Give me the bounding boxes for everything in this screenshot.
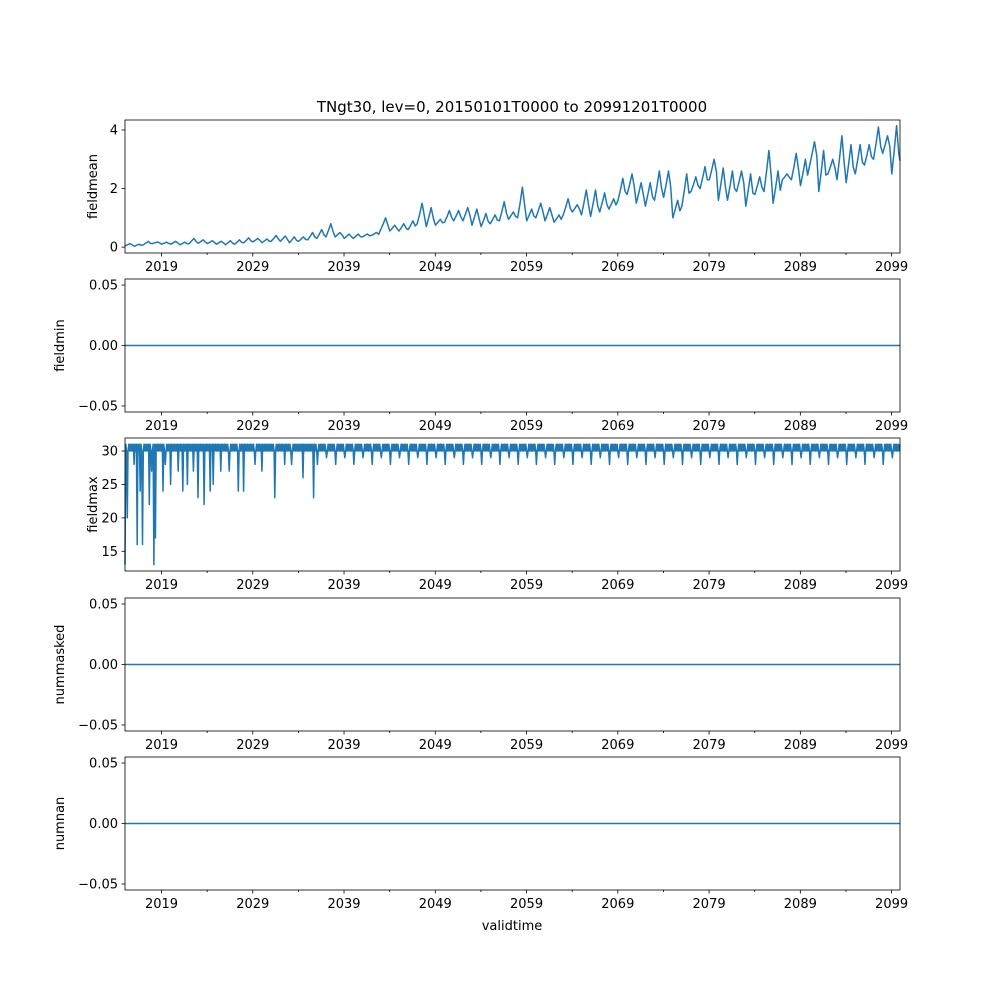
- y-axis-label: fieldmin: [53, 319, 68, 372]
- y-tick-label: 20: [101, 511, 118, 526]
- x-tick-label: 2029: [236, 738, 269, 753]
- y-tick-label: −0.05: [78, 399, 118, 414]
- y-tick-label: 0: [110, 241, 118, 256]
- chart-title: TNgt30, lev=0, 20150101T0000 to 20991201…: [316, 98, 707, 116]
- x-tick-label: 2079: [693, 897, 726, 912]
- x-tick-label: 2069: [601, 738, 634, 753]
- x-tick-label: 2099: [875, 897, 908, 912]
- x-tick-label: 2049: [419, 738, 452, 753]
- y-tick-label: 0.00: [89, 339, 118, 354]
- x-tick-label: 2049: [419, 260, 452, 275]
- x-tick-label: 2039: [327, 578, 360, 593]
- x-tick-label: 2049: [419, 897, 452, 912]
- x-tick-label: 2069: [601, 419, 634, 434]
- x-axis-label: validtime: [482, 919, 543, 934]
- y-axis-label: fieldmax: [86, 476, 101, 533]
- x-tick-label: 2019: [145, 419, 178, 434]
- x-tick-label: 2089: [784, 419, 817, 434]
- y-tick-label: 0.00: [89, 817, 118, 832]
- x-tick-label: 2089: [784, 260, 817, 275]
- x-tick-label: 2099: [875, 419, 908, 434]
- x-tick-label: 2029: [236, 260, 269, 275]
- x-tick-label: 2059: [510, 260, 543, 275]
- x-tick-label: 2049: [419, 578, 452, 593]
- subplot-numnan: 0.05 0.00 −0.05 numnan 2019 2029 2039 2049 2059 2…: [53, 757, 908, 912]
- x-tick-label: 2089: [784, 738, 817, 753]
- x-tick-label: 2079: [693, 578, 726, 593]
- x-tick-label: 2049: [419, 419, 452, 434]
- y-tick-label: 4: [110, 123, 118, 138]
- x-tick-label: 2069: [601, 897, 634, 912]
- axes-frame: [124, 119, 901, 254]
- subplot-fieldmin: 0.05 0.00 −0.05 fieldmin 2019 2029 2039 2049 205…: [53, 279, 908, 434]
- x-tick-label: 2059: [510, 578, 543, 593]
- x-tick-label: 2099: [875, 738, 908, 753]
- x-tick-label: 2099: [875, 260, 908, 275]
- axes-frame: [124, 437, 901, 572]
- y-tick-label: 2: [110, 182, 118, 197]
- y-tick-label: 0.00: [89, 658, 118, 673]
- x-tick-label: 2019: [145, 578, 178, 593]
- y-tick-label: −0.05: [78, 877, 118, 892]
- data-line-fieldmean: [124, 124, 901, 248]
- x-tick-label: 2019: [145, 738, 178, 753]
- x-tick-label: 2019: [145, 260, 178, 275]
- y-tick-label: 0.05: [89, 757, 118, 772]
- x-tick-label: 2089: [784, 578, 817, 593]
- x-tick-label: 2079: [693, 738, 726, 753]
- subplot-nummasked: 0.05 0.00 −0.05 nummasked 2019 2029 2039 2049 20…: [53, 598, 908, 753]
- subplot-fieldmean: 0 2 4 fieldmean 2019 2029 2039 2049 2059 2069 2079…: [86, 119, 908, 275]
- data-line-fieldmax: [124, 443, 901, 566]
- x-tick-label: 2099: [875, 578, 908, 593]
- y-axis-label: nummasked: [53, 625, 68, 705]
- x-tick-label: 2069: [601, 260, 634, 275]
- x-tick-label: 2089: [784, 897, 817, 912]
- x-tick-label: 2079: [693, 419, 726, 434]
- x-tick-label: 2029: [236, 578, 269, 593]
- x-tick-label: 2029: [236, 897, 269, 912]
- x-tick-label: 2039: [327, 260, 360, 275]
- y-tick-label: 15: [101, 545, 118, 560]
- x-tick-label: 2079: [693, 260, 726, 275]
- x-tick-label: 2019: [145, 897, 178, 912]
- x-tick-label: 2059: [510, 897, 543, 912]
- y-tick-label: 30: [101, 445, 118, 460]
- x-tick-label: 2039: [327, 419, 360, 434]
- y-tick-label: 0.05: [89, 598, 118, 613]
- x-tick-label: 2059: [510, 738, 543, 753]
- x-tick-label: 2029: [236, 419, 269, 434]
- y-tick-label: 0.05: [89, 279, 118, 294]
- y-tick-label: 25: [101, 478, 118, 493]
- x-tick-label: 2059: [510, 419, 543, 434]
- y-tick-label: −0.05: [78, 718, 118, 733]
- y-axis-label: fieldmean: [86, 154, 101, 219]
- x-tick-label: 2069: [601, 578, 634, 593]
- x-tick-label: 2039: [327, 897, 360, 912]
- x-tick-label: 2039: [327, 738, 360, 753]
- y-axis-label: numnan: [53, 797, 68, 851]
